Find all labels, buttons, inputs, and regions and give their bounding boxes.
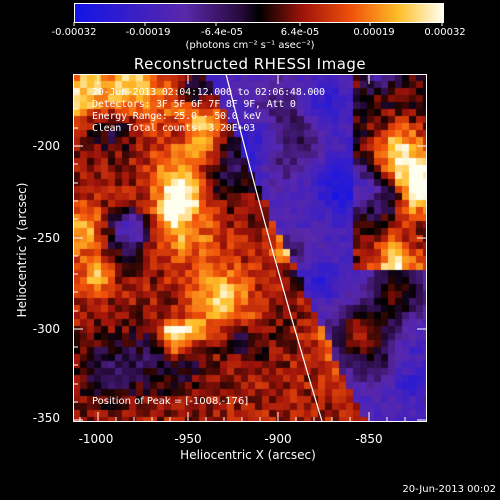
annotation-time: 20-Jun-2013 02:04:12.000 to 02:06:48.000 [92, 87, 325, 98]
x-tick-label: -850 [355, 432, 383, 446]
colorbar [74, 3, 444, 23]
x-axis-title: Heliocentric X (arcsec) [180, 448, 316, 462]
x-tick-label: -900 [264, 432, 292, 446]
footer-timestamp: 20-Jun-2013 00:02 [402, 484, 496, 495]
colorbar-tick-label: -0.00032 [51, 27, 97, 38]
y-tick-label: -200 [32, 139, 60, 153]
plot-title: Reconstructed RHESSI Image [133, 55, 367, 73]
colorbar-tick-label: 6.4e-05 [280, 27, 320, 38]
annotation-energy: Energy Range: 25.0 - 50.0 keV [92, 111, 261, 122]
colorbar-tick-label: 0.00019 [353, 27, 395, 38]
y-tick-label: -350 [32, 411, 60, 425]
annotation-detectors: Detectors: 3F 5F 6F 7F 8F 9F, Att 0 [92, 99, 296, 110]
colorbar-units: (photons cm⁻² s⁻¹ asec⁻²) [185, 40, 315, 51]
x-tick-label: -950 [174, 432, 202, 446]
peak-position-label: Position of Peak = [-1008,-176] [92, 396, 249, 407]
colorbar-tick-label: 0.00032 [424, 27, 466, 38]
y-tick-label: -300 [32, 322, 60, 336]
colorbar-tick-label: -6.4e-05 [201, 27, 243, 38]
y-axis-title: Heliocentric Y (arcsec) [15, 182, 29, 318]
x-tick-label: -1000 [78, 432, 114, 446]
colorbar-tick-label: -0.00019 [125, 27, 171, 38]
annotation-clean: Clean Total counts: 3.20E+03 [92, 123, 255, 134]
y-tick-label: -250 [32, 231, 60, 245]
